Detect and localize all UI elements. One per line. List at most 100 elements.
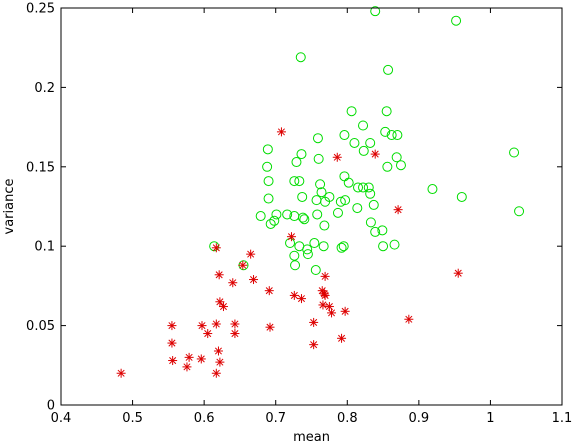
circle-data-point [209,241,220,252]
circle-data-point [509,147,520,158]
circle-data-point [295,52,306,63]
circle-data-point [311,195,322,206]
circle-data-point [297,191,308,202]
asterisk-data-point [168,356,178,366]
asterisk-data-point [332,152,342,162]
x-tick-label: 1.1 [552,411,572,426]
circle-data-point [383,64,394,75]
x-tick-label: 0.6 [194,411,215,426]
circle-data-point [382,161,393,172]
circle-data-point [269,215,280,226]
circle-data-point [289,176,300,187]
circle-data-point [340,195,351,206]
circle-data-point [265,218,276,229]
circle-data-point [346,106,357,117]
circle-data-point [290,260,301,271]
circle-data-point [262,144,273,155]
circle-data-point [370,226,381,237]
series-1 [116,127,463,378]
circle-data-point [343,177,354,188]
circle-data-point [294,176,305,187]
asterisk-data-point [238,260,248,270]
circle-data-point [456,191,467,202]
asterisk-data-point [218,302,228,312]
asterisk-data-point [318,300,328,310]
circle-data-point [263,176,274,187]
circle-data-point [358,145,369,156]
y-axis-label: variance [2,179,17,235]
circle-data-point [313,153,324,164]
circle-data-point [320,196,331,207]
asterisk-data-point [327,308,337,318]
asterisk-data-point [276,127,286,137]
asterisk-data-point [116,368,126,378]
circle-data-point [349,137,360,148]
asterisk-data-point [309,317,319,327]
circle-data-point [289,250,300,261]
asterisk-data-point [320,290,330,300]
circle-data-point [395,160,406,171]
circle-data-point [352,203,363,214]
asterisk-data-point [211,243,221,253]
circle-data-point [391,152,402,163]
circle-data-point [358,182,369,193]
x-axis-label: mean [293,430,330,444]
asterisk-data-point [184,352,194,362]
circle-data-point [380,126,391,137]
y-tick-label: 0.05 [26,319,55,334]
circle-data-point [339,171,350,182]
circle-data-point [309,238,320,249]
data-points [116,6,525,378]
y-tick-label: 0.15 [26,160,55,175]
asterisk-data-point [211,368,221,378]
circle-data-point [297,212,308,223]
circle-data-point [514,206,525,217]
circle-data-point [312,209,323,220]
asterisk-data-point [404,314,414,324]
asterisk-data-point [213,346,223,356]
asterisk-data-point [214,270,224,280]
y-tick-label: 0.2 [34,81,55,96]
circle-data-point [263,193,274,204]
circle-data-point [282,209,293,220]
circle-data-point [378,241,389,252]
asterisk-data-point [340,306,350,316]
x-tick-label: 0.5 [122,411,143,426]
circle-data-point [365,188,376,199]
circle-data-point [262,161,273,172]
x-tick-label: 0.4 [51,411,72,426]
asterisk-data-point [246,249,256,259]
asterisk-data-point [230,319,240,329]
asterisk-data-point [230,329,240,339]
circle-data-point [377,225,388,236]
x-tick-label: 0.9 [409,411,430,426]
circle-data-point [315,179,326,190]
circle-data-point [339,130,350,141]
asterisk-data-point [337,333,347,343]
x-tick-label: 1 [486,411,494,426]
circle-data-point [299,214,310,225]
circle-data-point [310,265,321,276]
circle-data-point [336,242,347,253]
circle-data-point [368,199,379,210]
x-tick-label: 0.8 [337,411,358,426]
asterisk-data-point [249,275,259,285]
asterisk-data-point [296,294,306,304]
asterisk-data-point [393,205,403,215]
circle-data-point [358,120,369,131]
circle-data-point [318,241,329,252]
asterisk-data-point [182,362,192,372]
circle-data-point [312,133,323,144]
asterisk-data-point [286,232,296,242]
asterisk-data-point [196,354,206,364]
asterisk-data-point [319,289,329,299]
asterisk-data-point [289,290,299,300]
circle-data-point [386,130,397,141]
y-tick-label: 0 [47,399,55,414]
circle-data-point [365,217,376,228]
circle-data-point [302,249,313,260]
circle-data-point [319,220,330,231]
circle-data-point [316,187,327,198]
asterisk-data-point [370,149,380,159]
